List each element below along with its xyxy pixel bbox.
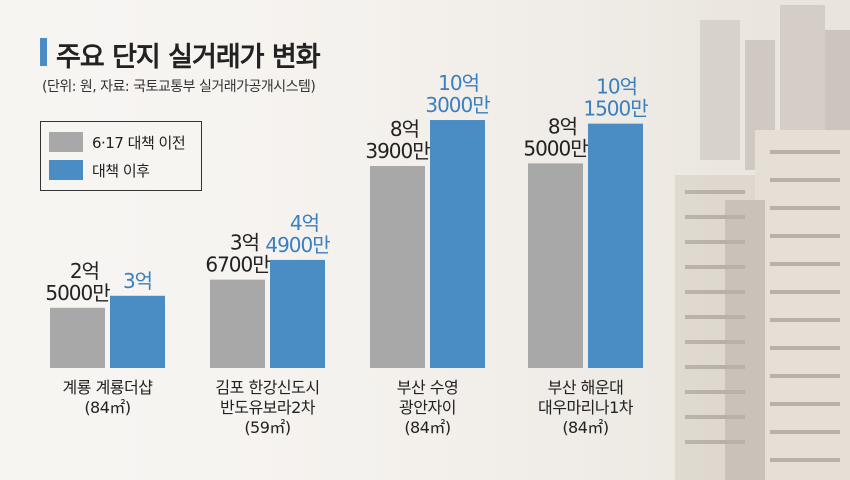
bar-gimpo-before <box>210 279 265 368</box>
legend: 6·17 대책 이전 대책 이후 <box>40 121 202 191</box>
data-label-gyeryong-after-0: 3억 <box>123 269 152 293</box>
bar-gimpo-after <box>270 259 325 368</box>
data-label-haeundae-before-0: 8억 <box>548 114 577 138</box>
bar-suyeong-before <box>370 166 425 368</box>
data-label-gimpo-after-1: 4900만 <box>265 233 330 257</box>
data-label-gimpo-before-0: 3억 <box>230 231 259 255</box>
legend-label-before: 6·17 대책 이전 <box>92 133 186 152</box>
data-label-gimpo-after-0: 4억 <box>290 211 319 235</box>
data-label-gyeryong-before-1: 5000만 <box>45 281 110 305</box>
bar-gyeryong-after <box>110 295 165 368</box>
category-label-gyeryong: 계룡 계룡더샵 (84㎡) <box>62 378 153 417</box>
data-label-haeundae-after-1: 1500만 <box>583 97 648 121</box>
data-label-haeundae-after-0: 10억 <box>596 75 637 99</box>
legend-swatch-after <box>49 160 83 180</box>
chart-subtitle: (단위: 원, 자료: 국토교통부 실거래가공개시스템) <box>42 79 316 95</box>
data-label-haeundae-before-1: 5000만 <box>523 136 588 160</box>
bar-haeundae-before <box>528 163 583 368</box>
title-accent-bar <box>40 38 47 66</box>
chart-title: 주요 단지 실거래가 변화 <box>56 42 321 73</box>
data-label-gimpo-before-1: 6700만 <box>205 253 270 277</box>
data-label-suyeong-after-1: 3000만 <box>425 93 490 117</box>
legend-item-before: 6·17 대책 이전 <box>49 131 186 153</box>
data-label-suyeong-before-1: 3900만 <box>365 139 430 163</box>
category-label-gimpo: 김포 한강신도시 반도유보라2차 (59㎡) <box>215 378 320 437</box>
bar-haeundae-after <box>588 123 643 368</box>
data-label-suyeong-before-0: 8억 <box>390 117 419 141</box>
legend-label-after: 대책 이후 <box>92 161 150 180</box>
category-label-haeundae: 부산 해운대 대우마리나1차 (84㎡) <box>538 378 634 437</box>
bar-suyeong-after <box>430 120 485 368</box>
bar-gyeryong-before <box>50 307 105 368</box>
legend-swatch-before <box>49 132 83 152</box>
category-label-suyeong: 부산 수영 광안자이 (84㎡) <box>396 378 459 437</box>
data-label-suyeong-after-0: 10억 <box>438 71 479 95</box>
legend-item-after: 대책 이후 <box>49 159 150 181</box>
data-label-gyeryong-before-0: 2억 <box>70 259 99 283</box>
